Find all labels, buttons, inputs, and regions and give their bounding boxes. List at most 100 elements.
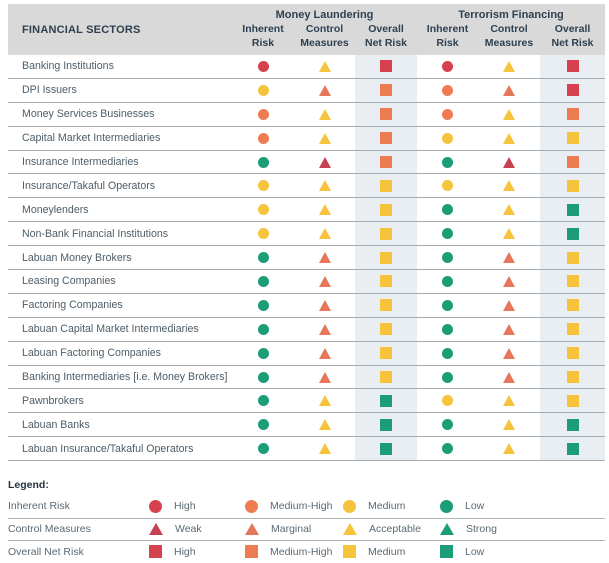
table-row: Money Services Businesses: [8, 102, 605, 127]
terrorism-financing-inherent-risk-marker-low: [442, 299, 453, 311]
money-laundering-inherent-risk-marker-low: [257, 395, 269, 407]
terrorism-financing-overall-net-risk-marker-low: [566, 227, 579, 240]
money-laundering-inherent-risk-marker-low: [257, 443, 269, 455]
terrorism-financing-inherent-risk-marker-medium: [442, 180, 453, 192]
circle-icon: [245, 499, 258, 513]
table-row: Labuan Banks: [8, 413, 605, 438]
table-row: Insurance Intermediaries: [8, 150, 605, 175]
tf-inherent-risk-column-header: Inherent Risk: [426, 22, 469, 49]
money-laundering-overall-net-risk-cell: [355, 102, 417, 126]
terrorism-financing-control-measures-cell: [478, 318, 540, 341]
money-laundering-control-measures-cell: [294, 127, 355, 150]
table-row: Labuan Capital Market Intermediaries: [8, 317, 605, 342]
table-row: Capital Market Intermediaries: [8, 126, 605, 151]
terrorism-financing-overall-net-risk-marker-low: [566, 418, 579, 431]
terrorism-financing-control-measures-cell: [478, 198, 540, 221]
money-laundering-control-measures-cell: [294, 366, 355, 389]
table-row: Factoring Companies: [8, 293, 605, 318]
money-laundering-inherent-risk-cell: [232, 342, 294, 365]
sector-name: Banking Intermediaries [i.e. Money Broke…: [22, 371, 228, 384]
circle-icon: [343, 499, 356, 513]
table-row: Insurance/Takaful Operators: [8, 174, 605, 199]
sector-name: Labuan Factoring Companies: [22, 347, 161, 360]
legend-item-label: Medium-High: [270, 545, 333, 558]
money-laundering-inherent-risk-marker-medium-high: [257, 108, 269, 120]
terrorism-financing-overall-net-risk-cell: [540, 341, 605, 365]
terrorism-financing-inherent-risk-marker-low: [442, 156, 453, 168]
money-laundering-inherent-risk-cell: [232, 437, 294, 460]
money-laundering-control-measures-cell: [294, 318, 355, 341]
money-laundering-inherent-risk-marker-low: [257, 299, 269, 311]
terrorism-financing-overall-net-risk-cell: [540, 437, 605, 461]
legend-item-label: Strong: [466, 523, 497, 536]
terrorism-financing-control-measures-marker-acceptable: [503, 132, 515, 144]
terrorism-financing-control-measures-cell: [478, 366, 540, 389]
money-laundering-control-measures-marker-marginal: [318, 84, 331, 96]
terrorism-financing-inherent-risk-marker-low: [442, 371, 453, 383]
tf-overall-net-risk-column-header: Overall Net Risk: [551, 22, 594, 49]
money-laundering-control-measures-cell: [294, 198, 355, 221]
money-laundering-control-measures-marker-acceptable: [318, 395, 331, 407]
terrorism-financing-control-measures-cell: [478, 294, 540, 317]
money-laundering-inherent-risk-marker-low: [257, 323, 269, 335]
terrorism-financing-control-measures-marker-acceptable: [503, 180, 515, 192]
terrorism-financing-control-measures-marker-marginal: [503, 371, 515, 383]
money-laundering-inherent-risk-marker-low: [257, 347, 269, 359]
terrorism-financing-overall-net-risk-cell: [540, 389, 605, 413]
table-row: Banking Institutions: [8, 55, 605, 79]
terrorism-financing-inherent-risk-cell: [417, 103, 478, 126]
money-laundering-inherent-risk-cell: [232, 198, 294, 221]
terrorism-financing-inherent-risk-cell: [417, 342, 478, 365]
terrorism-financing-inherent-risk-cell: [417, 437, 478, 460]
legend-item-label: Marginal: [271, 523, 312, 536]
terrorism-financing-inherent-risk-marker-low: [442, 228, 453, 240]
money-laundering-inherent-risk-cell: [232, 318, 294, 341]
sector-name: Insurance/Takaful Operators: [22, 179, 156, 192]
terrorism-financing-inherent-risk-marker-low: [442, 347, 453, 359]
terrorism-financing-control-measures-marker-marginal: [503, 347, 515, 359]
terrorism-financing-control-measures-cell: [478, 413, 540, 436]
terrorism-financing-control-measures-marker-weak: [503, 156, 515, 168]
money-laundering-inherent-risk-marker-medium: [257, 84, 269, 96]
money-laundering-control-measures-cell: [294, 270, 355, 293]
terrorism-financing-group-header: Terrorism Financing: [458, 9, 564, 21]
money-laundering-overall-net-risk-marker-low: [380, 394, 392, 407]
money-laundering-overall-net-risk-cell: [355, 222, 417, 246]
terrorism-financing-inherent-risk-cell: [417, 270, 478, 293]
terrorism-financing-inherent-risk-marker-medium: [442, 395, 453, 407]
terrorism-financing-overall-net-risk-cell: [540, 413, 605, 437]
terrorism-financing-control-measures-cell: [478, 246, 540, 269]
terrorism-financing-control-measures-marker-marginal: [503, 323, 515, 335]
legend-item: Strong: [440, 523, 605, 536]
square-icon: [440, 545, 453, 559]
money-laundering-overall-net-risk-marker-medium-high: [380, 156, 392, 168]
money-laundering-control-measures-cell: [294, 246, 355, 269]
terrorism-financing-control-measures-marker-acceptable: [503, 60, 515, 72]
money-laundering-overall-net-risk-cell: [355, 78, 417, 102]
legend-row-label: Overall Net Risk: [8, 545, 84, 558]
money-laundering-control-measures-cell: [294, 294, 355, 317]
square-icon: [343, 545, 356, 559]
terrorism-financing-overall-net-risk-cell: [540, 222, 605, 246]
money-laundering-control-measures-marker-acceptable: [318, 443, 331, 455]
money-laundering-overall-net-risk-cell: [355, 198, 417, 222]
legend-item: High: [149, 545, 245, 559]
money-laundering-inherent-risk-marker-medium-high: [257, 132, 269, 144]
money-laundering-overall-net-risk-marker-medium: [380, 179, 392, 192]
money-laundering-group-header: Money Laundering: [275, 9, 374, 21]
terrorism-financing-control-measures-cell: [478, 79, 540, 102]
legend-item-label: High: [174, 545, 196, 558]
terrorism-financing-inherent-risk-cell: [417, 198, 478, 221]
money-laundering-inherent-risk-cell: [232, 270, 294, 293]
table-row: Labuan Insurance/Takaful Operators: [8, 437, 605, 462]
table-row: Pawnbrokers: [8, 389, 605, 414]
legend-item: Medium-High: [245, 499, 343, 513]
legend-item-label: Low: [465, 500, 485, 513]
money-laundering-inherent-risk-marker-low: [257, 252, 269, 264]
money-laundering-control-measures-marker-acceptable: [318, 180, 331, 192]
terrorism-financing-inherent-risk-marker-low: [442, 419, 453, 431]
money-laundering-overall-net-risk-marker-medium: [380, 299, 392, 312]
legend-item-label: High: [174, 500, 196, 513]
sector-name: Insurance Intermediaries: [22, 156, 139, 168]
terrorism-financing-overall-net-risk-cell: [540, 102, 605, 126]
